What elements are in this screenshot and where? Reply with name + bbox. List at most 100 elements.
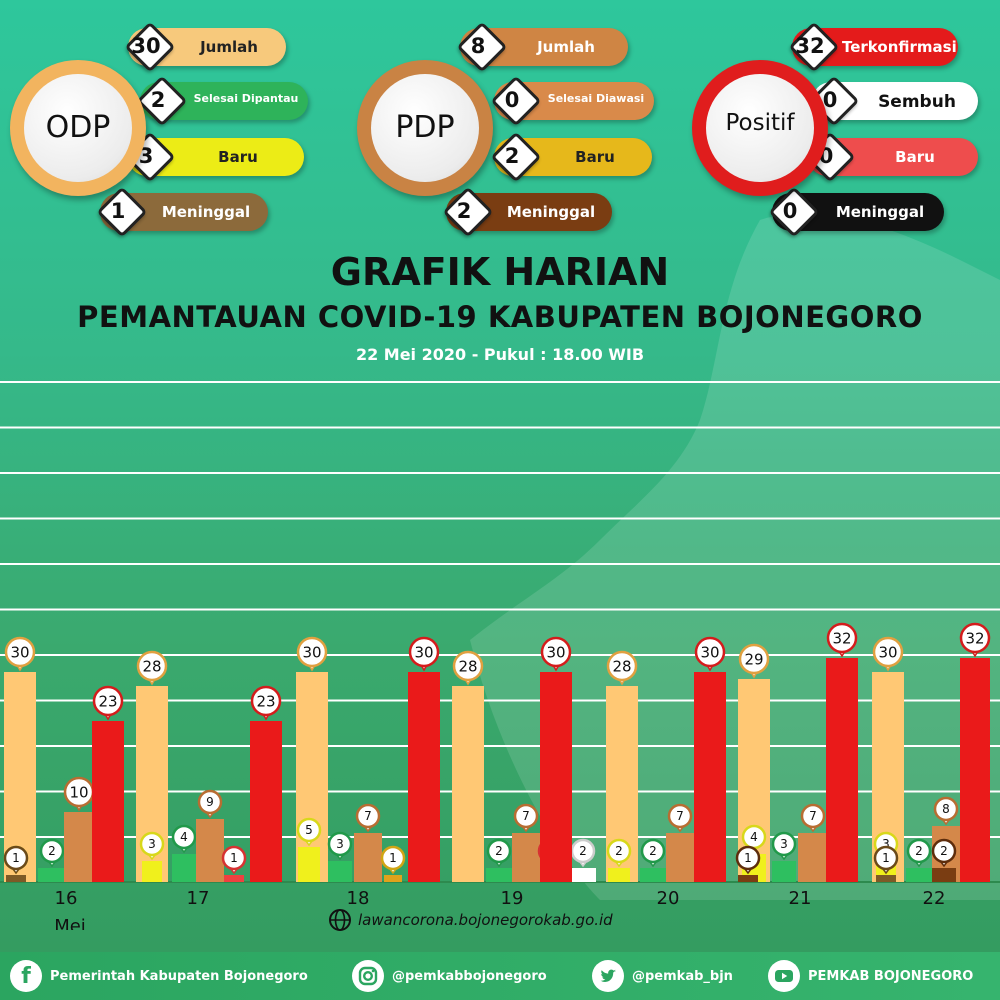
pdp-item-value: 2 bbox=[504, 144, 520, 168]
data-label: 1 bbox=[735, 845, 761, 875]
positif-ring-center bbox=[706, 74, 814, 182]
svg-text:1: 1 bbox=[744, 851, 752, 865]
odp-item-value: 1 bbox=[110, 199, 126, 223]
data-label: 7 bbox=[355, 803, 381, 833]
data-label: 2 bbox=[640, 838, 666, 868]
svg-text:2: 2 bbox=[915, 844, 923, 858]
bar bbox=[6, 875, 26, 882]
svg-text:23: 23 bbox=[98, 692, 117, 710]
svg-text:2: 2 bbox=[615, 844, 623, 858]
day-tick-label: 18 bbox=[347, 888, 370, 909]
month-label: Mei bbox=[54, 916, 86, 930]
bar bbox=[932, 868, 956, 882]
bar bbox=[408, 672, 440, 882]
data-label: 30 bbox=[540, 636, 572, 672]
data-label: 5 bbox=[296, 817, 322, 847]
chart-title: GRAFIK HARIAN bbox=[330, 250, 670, 294]
pdp-item-label: Meninggal bbox=[506, 203, 596, 221]
footer: f Pemerintah Kabupaten Bojonegoro @pemka… bbox=[0, 952, 1000, 1000]
day-tick-label: 21 bbox=[789, 888, 812, 909]
twitter-icon bbox=[592, 960, 624, 992]
svg-text:29: 29 bbox=[744, 650, 763, 668]
data-label: 30 bbox=[408, 636, 440, 672]
svg-text:2: 2 bbox=[495, 844, 503, 858]
positif-item-label: Terkonfirmasi bbox=[842, 38, 957, 56]
bar bbox=[772, 861, 796, 882]
odp-item-value: 3 bbox=[138, 144, 154, 168]
bar bbox=[876, 875, 896, 882]
bar bbox=[172, 854, 196, 882]
positif-item-label: Meninggal bbox=[835, 203, 925, 221]
data-label: 30 bbox=[872, 636, 904, 672]
bar bbox=[92, 721, 124, 882]
svg-text:7: 7 bbox=[522, 809, 530, 823]
bar bbox=[452, 686, 484, 882]
bar bbox=[224, 875, 244, 882]
website-row: lawancorona.bojonegorokab.go.id bbox=[328, 906, 613, 934]
youtube-label: PEMKAB BOJONEGORO bbox=[808, 968, 974, 984]
website-link[interactable]: lawancorona.bojonegorokab.go.id bbox=[358, 911, 613, 929]
data-label: 10 bbox=[63, 776, 95, 812]
data-label: 7 bbox=[800, 803, 826, 833]
odp-item-label: Jumlah bbox=[200, 38, 258, 56]
bar bbox=[64, 812, 94, 882]
bar bbox=[38, 868, 66, 882]
bar bbox=[354, 833, 382, 882]
data-label: 28 bbox=[136, 650, 168, 686]
odp-category-label: ODP bbox=[45, 110, 111, 145]
instagram-link[interactable]: @pemkabbojonegoro bbox=[352, 960, 547, 992]
day-tick-label: 20 bbox=[657, 888, 680, 909]
svg-text:32: 32 bbox=[832, 629, 851, 647]
odp-item-label: Meninggal bbox=[161, 203, 251, 221]
bar bbox=[826, 658, 858, 882]
bar bbox=[960, 658, 990, 882]
svg-text:2: 2 bbox=[579, 844, 587, 858]
bar bbox=[798, 833, 828, 882]
svg-text:3: 3 bbox=[336, 837, 344, 851]
svg-text:4: 4 bbox=[180, 830, 188, 844]
data-label: 7 bbox=[667, 803, 693, 833]
svg-text:3: 3 bbox=[148, 837, 156, 851]
bar bbox=[738, 875, 758, 882]
pdp-item-label: Jumlah bbox=[537, 38, 595, 56]
data-label: 2 bbox=[570, 838, 596, 868]
svg-text:1: 1 bbox=[230, 851, 238, 865]
daily-chart: 3011210231628349123173053713018282722301… bbox=[0, 381, 1000, 930]
svg-text:30: 30 bbox=[302, 643, 321, 661]
day-tick-label: 22 bbox=[923, 888, 946, 909]
bar bbox=[250, 721, 282, 882]
data-label: 32 bbox=[959, 622, 991, 658]
data-label: 8 bbox=[933, 796, 959, 826]
bar bbox=[196, 819, 224, 882]
data-label: 7 bbox=[513, 803, 539, 833]
data-label: 2 bbox=[486, 838, 512, 868]
svg-text:7: 7 bbox=[676, 809, 684, 823]
twitter-link[interactable]: @pemkab_bjn bbox=[592, 960, 733, 992]
facebook-link[interactable]: f Pemerintah Kabupaten Bojonegoro bbox=[10, 960, 308, 992]
svg-text:1: 1 bbox=[389, 851, 397, 865]
svg-text:23: 23 bbox=[256, 692, 275, 710]
positif-item-label: Baru bbox=[895, 148, 935, 166]
positif-category-label: Positif bbox=[725, 110, 795, 136]
data-label: 4 bbox=[171, 824, 197, 854]
data-label: 1 bbox=[221, 845, 247, 875]
odp-item-value: 30 bbox=[131, 34, 161, 58]
bar bbox=[608, 868, 630, 882]
svg-text:4: 4 bbox=[750, 830, 758, 844]
pdp-item-value: 2 bbox=[456, 199, 472, 223]
data-label: 9 bbox=[197, 789, 223, 819]
facebook-icon: f bbox=[10, 960, 42, 992]
svg-text:32: 32 bbox=[965, 629, 984, 647]
svg-text:5: 5 bbox=[305, 823, 313, 837]
youtube-link[interactable]: PEMKAB BOJONEGORO bbox=[768, 960, 973, 992]
svg-text:1: 1 bbox=[882, 851, 890, 865]
data-label: 3 bbox=[327, 831, 353, 861]
svg-text:1: 1 bbox=[12, 851, 20, 865]
bar bbox=[906, 868, 932, 882]
data-label: 2 bbox=[906, 838, 932, 868]
odp-item-label: Selesai Dipantau bbox=[193, 92, 299, 105]
data-label: 28 bbox=[606, 650, 638, 686]
data-label: 32 bbox=[826, 622, 858, 658]
globe-icon bbox=[329, 909, 351, 931]
svg-text:3: 3 bbox=[780, 837, 788, 851]
